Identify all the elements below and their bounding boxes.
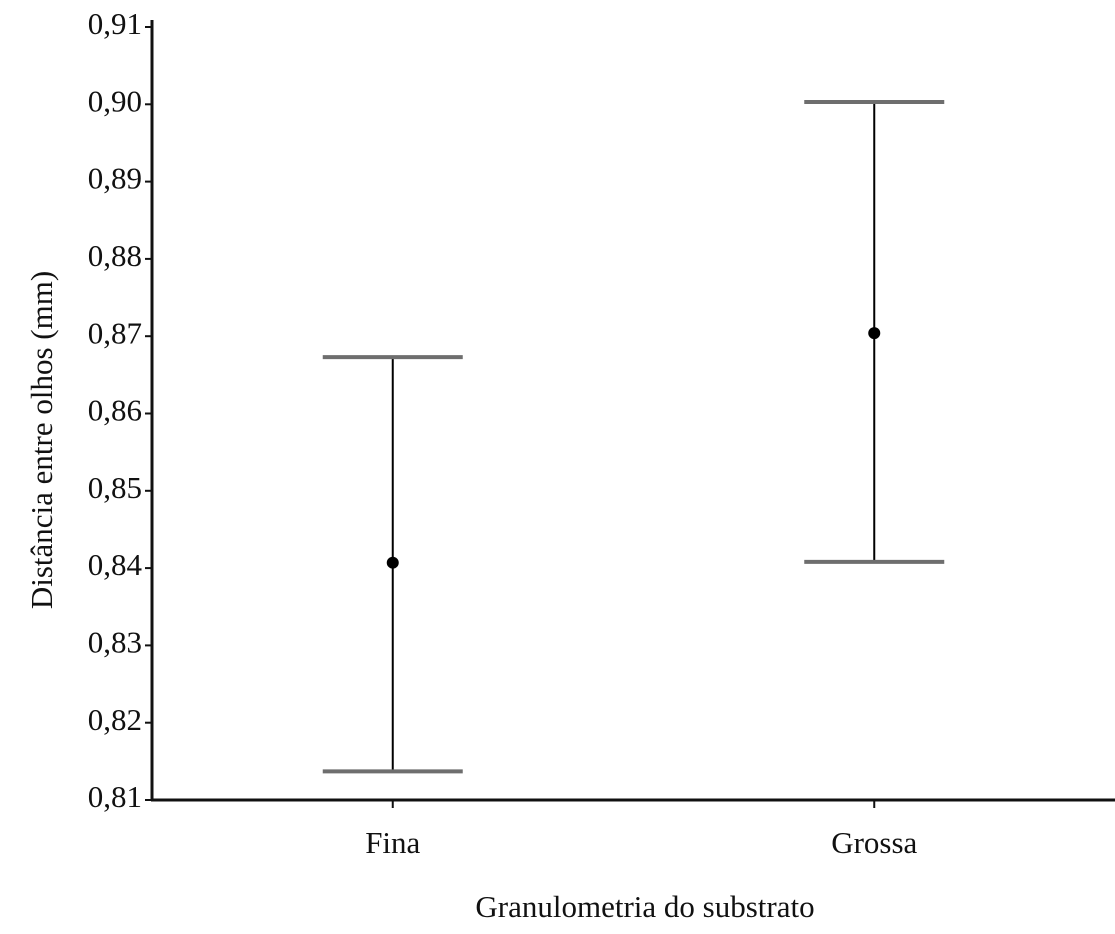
x-tick-label: Grossa xyxy=(831,825,917,860)
mean-point xyxy=(868,327,881,340)
x-tick-label: Fina xyxy=(365,825,420,860)
y-tick-label: 0,84 xyxy=(88,547,143,582)
y-tick-label: 0,83 xyxy=(88,625,142,660)
mean-point xyxy=(386,556,399,569)
y-tick-label: 0,89 xyxy=(88,161,142,196)
y-tick-label: 0,82 xyxy=(88,702,142,737)
y-tick-label: 0,91 xyxy=(88,6,142,41)
y-tick-label: 0,90 xyxy=(88,83,142,118)
y-tick-label: 0,87 xyxy=(88,315,142,350)
y-tick-label: 0,85 xyxy=(88,470,142,505)
y-axis-title: Distância entre olhos (mm) xyxy=(24,271,59,609)
y-tick-label: 0,81 xyxy=(88,779,142,814)
y-tick-label: 0,86 xyxy=(88,393,142,428)
y-tick-label: 0,88 xyxy=(88,238,142,273)
x-axis-title: Granulometria do substrato xyxy=(475,889,814,924)
